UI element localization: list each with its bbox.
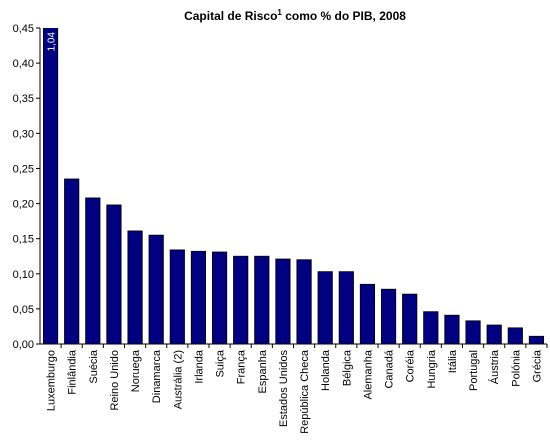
y-tick-label: 0,00: [13, 339, 34, 351]
value-label: 1,04: [47, 32, 58, 52]
title-rest: como % do PIB, 2008: [282, 9, 406, 23]
x-tick-label: Portugal: [468, 350, 480, 391]
x-tick-label: Dinamarca: [151, 349, 163, 403]
bar: [423, 311, 439, 344]
chart-title: Capital de Risco1 como % do PIB, 2008: [184, 8, 406, 23]
bar: [190, 250, 207, 344]
x-tick-label: Holanda: [320, 349, 332, 391]
bar: [317, 271, 333, 344]
y-tick-label: 0,05: [13, 304, 34, 316]
y-tick-label: 0,10: [13, 269, 34, 281]
bar: [402, 293, 418, 344]
bar: [380, 288, 397, 344]
x-tick-label: Polónia: [510, 349, 522, 387]
y-tick-label: 0,15: [13, 234, 34, 246]
y-tick-label: 0,40: [13, 58, 34, 70]
y-tick-label: 0,30: [13, 128, 34, 140]
bar: [169, 249, 185, 344]
bar: [106, 204, 122, 344]
bar: [127, 230, 143, 344]
x-tick-label: Irlanda: [193, 349, 205, 384]
plot-area: [42, 28, 545, 344]
title-main: Capital de Risco: [184, 9, 277, 23]
bar: [148, 234, 164, 344]
x-tick-label: Áustria: [488, 349, 501, 384]
x-tick-label: Reino Unido: [109, 350, 121, 411]
x-tick-label: Finlândia: [67, 349, 79, 395]
bar: [507, 327, 523, 344]
x-tick-label: França: [236, 349, 248, 384]
x-tick-label: Suiça: [215, 349, 227, 377]
x-tick-label: Grécia: [531, 349, 543, 382]
x-tick-label: Espanha: [257, 349, 269, 393]
bar: [42, 28, 59, 344]
x-tick-label: Suécia: [88, 349, 100, 384]
x-tick-label: Austrália (2): [172, 350, 184, 409]
x-tick-label: Coréia: [405, 349, 417, 382]
x-tick-label: República Checa: [299, 349, 311, 434]
y-tick-label: 0,25: [13, 163, 34, 175]
x-tick-label: Bélgica: [341, 349, 353, 386]
x-tick-label: Estados Unidos: [278, 350, 290, 428]
bar: [254, 255, 270, 344]
bar: [85, 197, 101, 344]
title-superscript: 1: [277, 8, 282, 17]
x-tick-label: Alemanha: [362, 349, 374, 399]
bar: [486, 324, 502, 344]
x-tick-label: Noruega: [130, 349, 142, 392]
y-tick-label: 0,45: [13, 23, 34, 35]
x-tick-label: Hungria: [426, 349, 438, 388]
bar: [233, 255, 249, 344]
bar: [528, 335, 545, 344]
bar: [211, 251, 228, 344]
y-tick-label: 0,35: [13, 93, 34, 105]
bar: [359, 283, 376, 344]
bar: [275, 258, 291, 344]
bar: [296, 259, 312, 344]
bar: [338, 271, 354, 344]
bar: [465, 320, 481, 344]
bar: [444, 314, 460, 344]
x-tick-label: Canadá: [384, 349, 396, 388]
x-tick-label: Itália: [447, 349, 459, 373]
bar: [64, 178, 80, 344]
y-tick-label: 0,20: [13, 199, 34, 211]
x-tick-label: Luxemburgo: [46, 350, 58, 411]
